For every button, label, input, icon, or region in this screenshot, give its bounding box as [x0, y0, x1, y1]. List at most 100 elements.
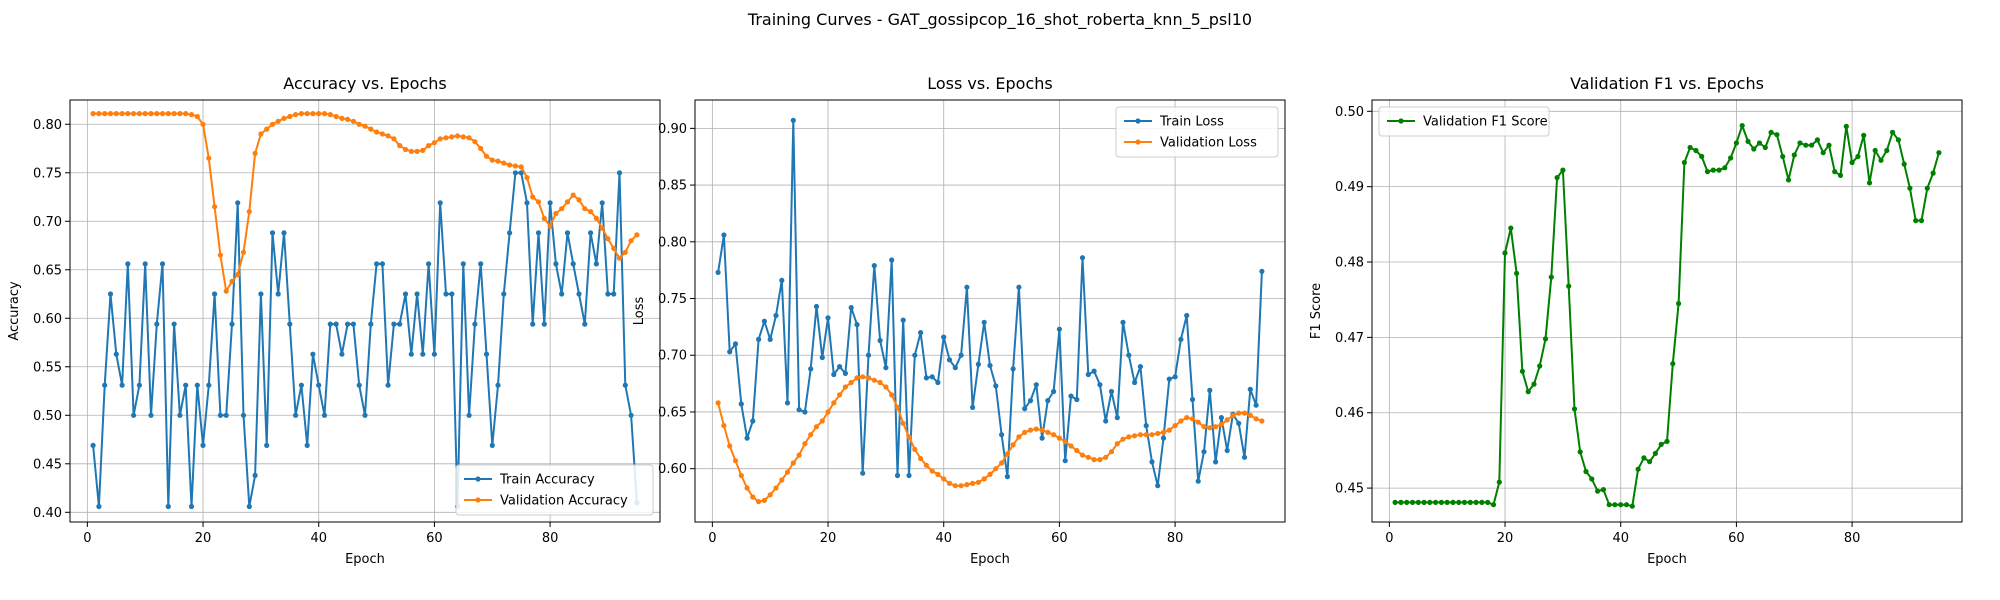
data-point — [894, 404, 901, 410]
data-point — [1149, 459, 1155, 465]
data-point — [449, 134, 455, 140]
data-point — [813, 303, 820, 310]
data-point — [304, 442, 310, 448]
y-tick-label: 0.65 — [658, 405, 687, 420]
data-point — [287, 113, 293, 120]
data-point — [929, 468, 935, 474]
axes-title: Loss vs. Epochs — [927, 74, 1052, 93]
data-point — [1496, 479, 1502, 485]
data-point — [385, 382, 391, 388]
data-point — [379, 131, 385, 137]
data-point — [923, 462, 930, 468]
data-point — [431, 140, 437, 146]
data-point — [119, 382, 125, 388]
data-point — [767, 492, 773, 498]
data-point — [229, 278, 235, 284]
y-tick-label: 0.65 — [33, 263, 62, 278]
data-point — [1583, 468, 1589, 475]
data-point — [732, 458, 739, 464]
data-point — [767, 336, 773, 342]
axes-frame — [694, 99, 1286, 523]
data-point — [842, 370, 849, 376]
data-point — [148, 412, 154, 418]
data-point — [1502, 250, 1508, 256]
data-point — [321, 111, 328, 117]
data-point — [906, 472, 912, 479]
data-point — [501, 291, 507, 297]
series-line-train-loss — [717, 119, 1263, 487]
data-point — [1687, 144, 1693, 151]
legend-marker — [1135, 139, 1141, 145]
data-point — [1149, 432, 1155, 438]
data-point — [217, 252, 223, 258]
data-point — [987, 362, 993, 369]
data-point — [131, 412, 137, 418]
x-tick-label: 60 — [1051, 531, 1068, 546]
data-point — [1681, 159, 1687, 166]
legend-box — [1378, 106, 1550, 137]
data-point — [1218, 415, 1224, 421]
data-point — [611, 291, 617, 297]
data-point — [1091, 457, 1097, 463]
data-point — [1652, 450, 1658, 456]
data-point — [1045, 398, 1051, 404]
x-tick-label: 60 — [1728, 531, 1745, 546]
data-point — [368, 126, 374, 132]
data-point — [1791, 152, 1797, 158]
data-point — [819, 418, 825, 424]
data-point — [1670, 361, 1676, 367]
axes-title: Accuracy vs. Epochs — [283, 74, 446, 93]
data-point — [1832, 169, 1838, 175]
data-point — [1606, 502, 1612, 508]
data-point — [796, 407, 802, 413]
data-point — [1571, 406, 1578, 412]
data-point — [738, 472, 744, 479]
data-point — [379, 261, 385, 267]
data-point — [1589, 476, 1595, 482]
data-point — [616, 170, 623, 176]
data-point — [773, 312, 779, 319]
data-point — [362, 123, 368, 129]
data-point — [454, 133, 461, 139]
y-tick-label: 0.60 — [658, 462, 687, 477]
data-point — [958, 352, 964, 358]
y-tick-label: 0.47 — [1335, 331, 1364, 346]
data-point — [784, 400, 791, 406]
data-point — [1467, 499, 1473, 505]
data-point — [1693, 147, 1699, 154]
data-point — [1768, 129, 1774, 135]
data-point — [1438, 499, 1444, 505]
data-point — [1444, 499, 1450, 505]
data-point — [1160, 435, 1167, 441]
x-tick-label: 40 — [935, 531, 952, 546]
data-point — [877, 379, 883, 386]
data-point — [489, 157, 495, 163]
data-point — [779, 477, 785, 483]
data-point — [136, 382, 142, 388]
data-point — [1241, 454, 1248, 460]
y-tick-label: 0.70 — [658, 349, 687, 364]
data-point — [449, 291, 455, 297]
data-point — [883, 384, 889, 390]
data-point — [530, 321, 536, 327]
data-point — [113, 111, 119, 117]
data-point — [102, 382, 108, 388]
data-point — [1010, 442, 1016, 448]
data-point — [177, 412, 183, 418]
data-point — [374, 129, 380, 135]
data-point — [530, 194, 536, 200]
data-point — [1195, 478, 1201, 484]
data-point — [1004, 451, 1011, 457]
data-point — [206, 382, 212, 388]
series-line-train-accuracy — [92, 171, 638, 508]
data-point — [408, 351, 414, 357]
x-tick-label: 20 — [1497, 531, 1514, 546]
legend-label: Validation F1 Score — [1423, 115, 1548, 130]
data-point — [1207, 387, 1213, 393]
data-point — [1172, 374, 1178, 380]
data-point — [935, 379, 941, 386]
data-point — [1612, 502, 1618, 508]
data-point — [1247, 386, 1253, 392]
data-point — [1421, 499, 1427, 505]
data-point — [732, 341, 739, 347]
